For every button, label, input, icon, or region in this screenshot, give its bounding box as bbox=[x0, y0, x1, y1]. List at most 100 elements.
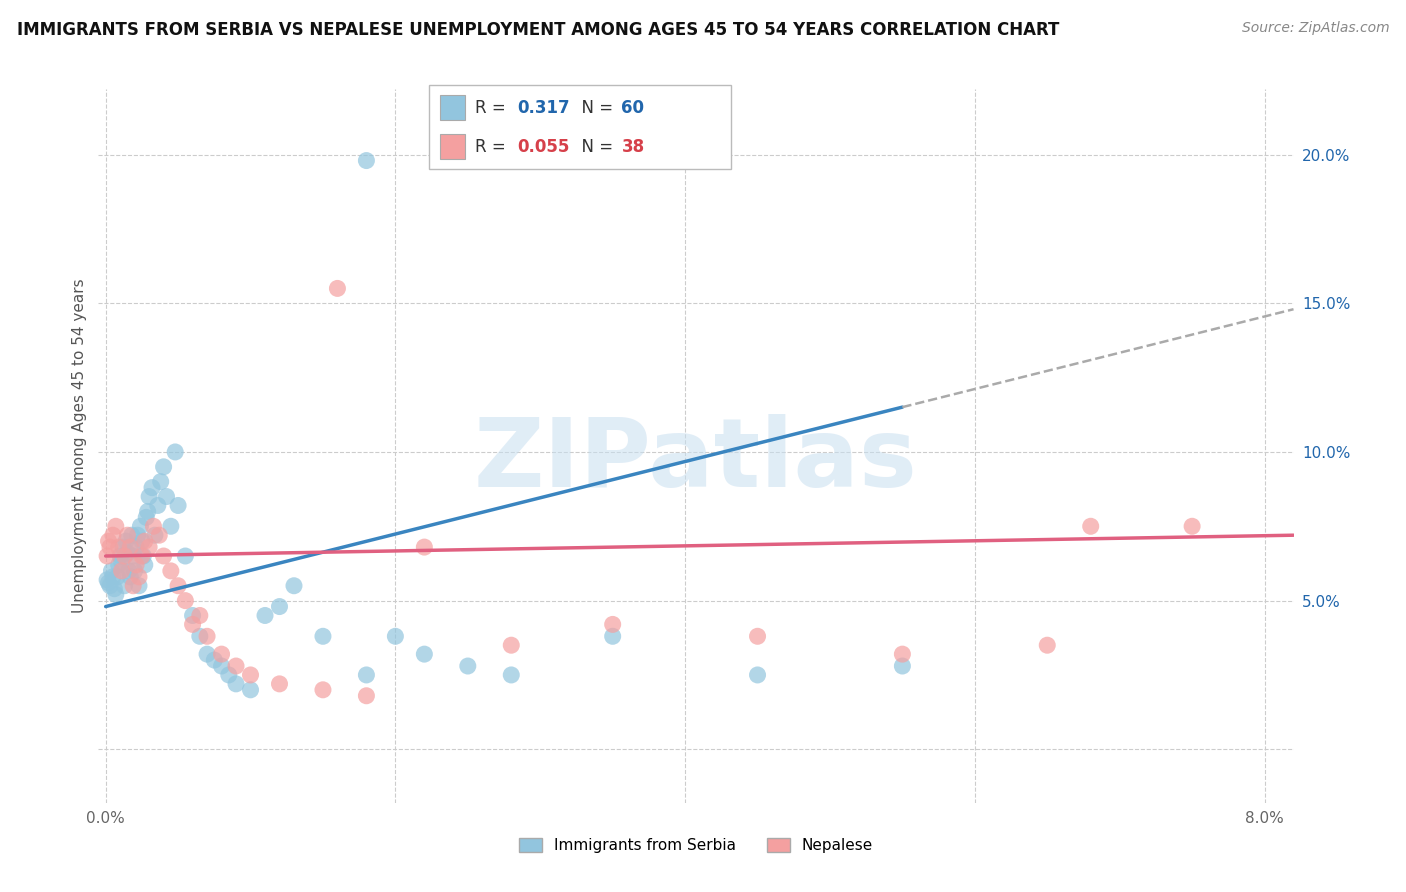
Point bbox=[188, 608, 211, 623]
Point bbox=[1181, 519, 1204, 533]
Point bbox=[100, 564, 122, 578]
Point bbox=[114, 579, 136, 593]
Text: 60: 60 bbox=[621, 99, 644, 117]
Point bbox=[167, 499, 190, 513]
Point bbox=[211, 647, 233, 661]
Point bbox=[645, 103, 668, 117]
Point bbox=[312, 629, 335, 643]
Point bbox=[146, 499, 169, 513]
Point bbox=[312, 682, 335, 697]
Point bbox=[225, 677, 247, 691]
Text: ZIPatlas: ZIPatlas bbox=[474, 414, 918, 507]
Text: N =: N = bbox=[571, 99, 619, 117]
Point bbox=[132, 549, 155, 563]
Point bbox=[128, 579, 150, 593]
Point bbox=[239, 668, 262, 682]
Point bbox=[134, 534, 156, 549]
Point bbox=[104, 519, 127, 533]
Point bbox=[269, 599, 291, 614]
Point bbox=[115, 534, 138, 549]
Point bbox=[160, 519, 183, 533]
Text: R =: R = bbox=[475, 137, 512, 155]
Point bbox=[1080, 519, 1102, 533]
Point bbox=[283, 579, 305, 593]
Y-axis label: Unemployment Among Ages 45 to 54 years: Unemployment Among Ages 45 to 54 years bbox=[72, 278, 87, 614]
Point bbox=[501, 638, 523, 652]
Point bbox=[96, 549, 118, 563]
Point bbox=[141, 481, 163, 495]
Point bbox=[110, 564, 132, 578]
Point bbox=[114, 549, 136, 563]
Point bbox=[129, 519, 152, 533]
Point bbox=[136, 504, 159, 518]
Point bbox=[107, 558, 129, 572]
Point bbox=[107, 540, 129, 554]
Point bbox=[891, 659, 914, 673]
Point bbox=[891, 647, 914, 661]
Point bbox=[384, 629, 406, 643]
Point bbox=[413, 540, 436, 554]
Point bbox=[117, 546, 139, 560]
Point bbox=[174, 549, 197, 563]
Point bbox=[121, 528, 143, 542]
Point bbox=[501, 668, 523, 682]
Point bbox=[135, 510, 157, 524]
Point bbox=[138, 490, 160, 504]
Point bbox=[181, 617, 204, 632]
Text: 38: 38 bbox=[621, 137, 644, 155]
Point bbox=[112, 540, 135, 554]
Point bbox=[128, 570, 150, 584]
Point bbox=[413, 647, 436, 661]
Point bbox=[195, 629, 218, 643]
Legend: Immigrants from Serbia, Nepalese: Immigrants from Serbia, Nepalese bbox=[513, 831, 879, 859]
Point bbox=[167, 579, 190, 593]
Point bbox=[127, 528, 149, 542]
Text: R =: R = bbox=[475, 99, 512, 117]
Point bbox=[143, 528, 166, 542]
Point bbox=[152, 549, 174, 563]
Point bbox=[142, 519, 165, 533]
Point bbox=[97, 534, 120, 549]
Point bbox=[202, 653, 225, 667]
Point bbox=[155, 490, 177, 504]
Point bbox=[131, 549, 153, 563]
Text: IMMIGRANTS FROM SERBIA VS NEPALESE UNEMPLOYMENT AMONG AGES 45 TO 54 YEARS CORREL: IMMIGRANTS FROM SERBIA VS NEPALESE UNEMP… bbox=[17, 21, 1059, 38]
Point bbox=[148, 528, 170, 542]
Point bbox=[152, 459, 174, 474]
Point bbox=[253, 608, 276, 623]
Point bbox=[602, 629, 624, 643]
Point bbox=[103, 582, 125, 596]
Point bbox=[149, 475, 172, 489]
Point bbox=[138, 540, 160, 554]
Point bbox=[181, 608, 204, 623]
Point bbox=[125, 540, 148, 554]
Point bbox=[356, 689, 378, 703]
Point bbox=[96, 573, 118, 587]
Point bbox=[356, 153, 378, 168]
Point bbox=[108, 549, 131, 563]
Point bbox=[239, 682, 262, 697]
Point bbox=[457, 659, 479, 673]
Point bbox=[117, 528, 139, 542]
Point bbox=[165, 445, 187, 459]
Point bbox=[326, 281, 349, 295]
Text: N =: N = bbox=[571, 137, 619, 155]
Point bbox=[160, 564, 183, 578]
Point bbox=[218, 668, 240, 682]
Point bbox=[125, 558, 148, 572]
Point bbox=[122, 549, 145, 563]
Point bbox=[602, 617, 624, 632]
Point bbox=[105, 570, 128, 584]
Point bbox=[174, 593, 197, 607]
Text: 0.317: 0.317 bbox=[517, 99, 569, 117]
Text: Source: ZipAtlas.com: Source: ZipAtlas.com bbox=[1241, 21, 1389, 35]
Text: 0.055: 0.055 bbox=[517, 137, 569, 155]
Point bbox=[1036, 638, 1059, 652]
Point bbox=[188, 629, 211, 643]
Point bbox=[118, 564, 141, 578]
Point bbox=[101, 570, 124, 584]
Point bbox=[225, 659, 247, 673]
Point bbox=[747, 629, 769, 643]
Point bbox=[120, 540, 142, 554]
Point bbox=[747, 668, 769, 682]
